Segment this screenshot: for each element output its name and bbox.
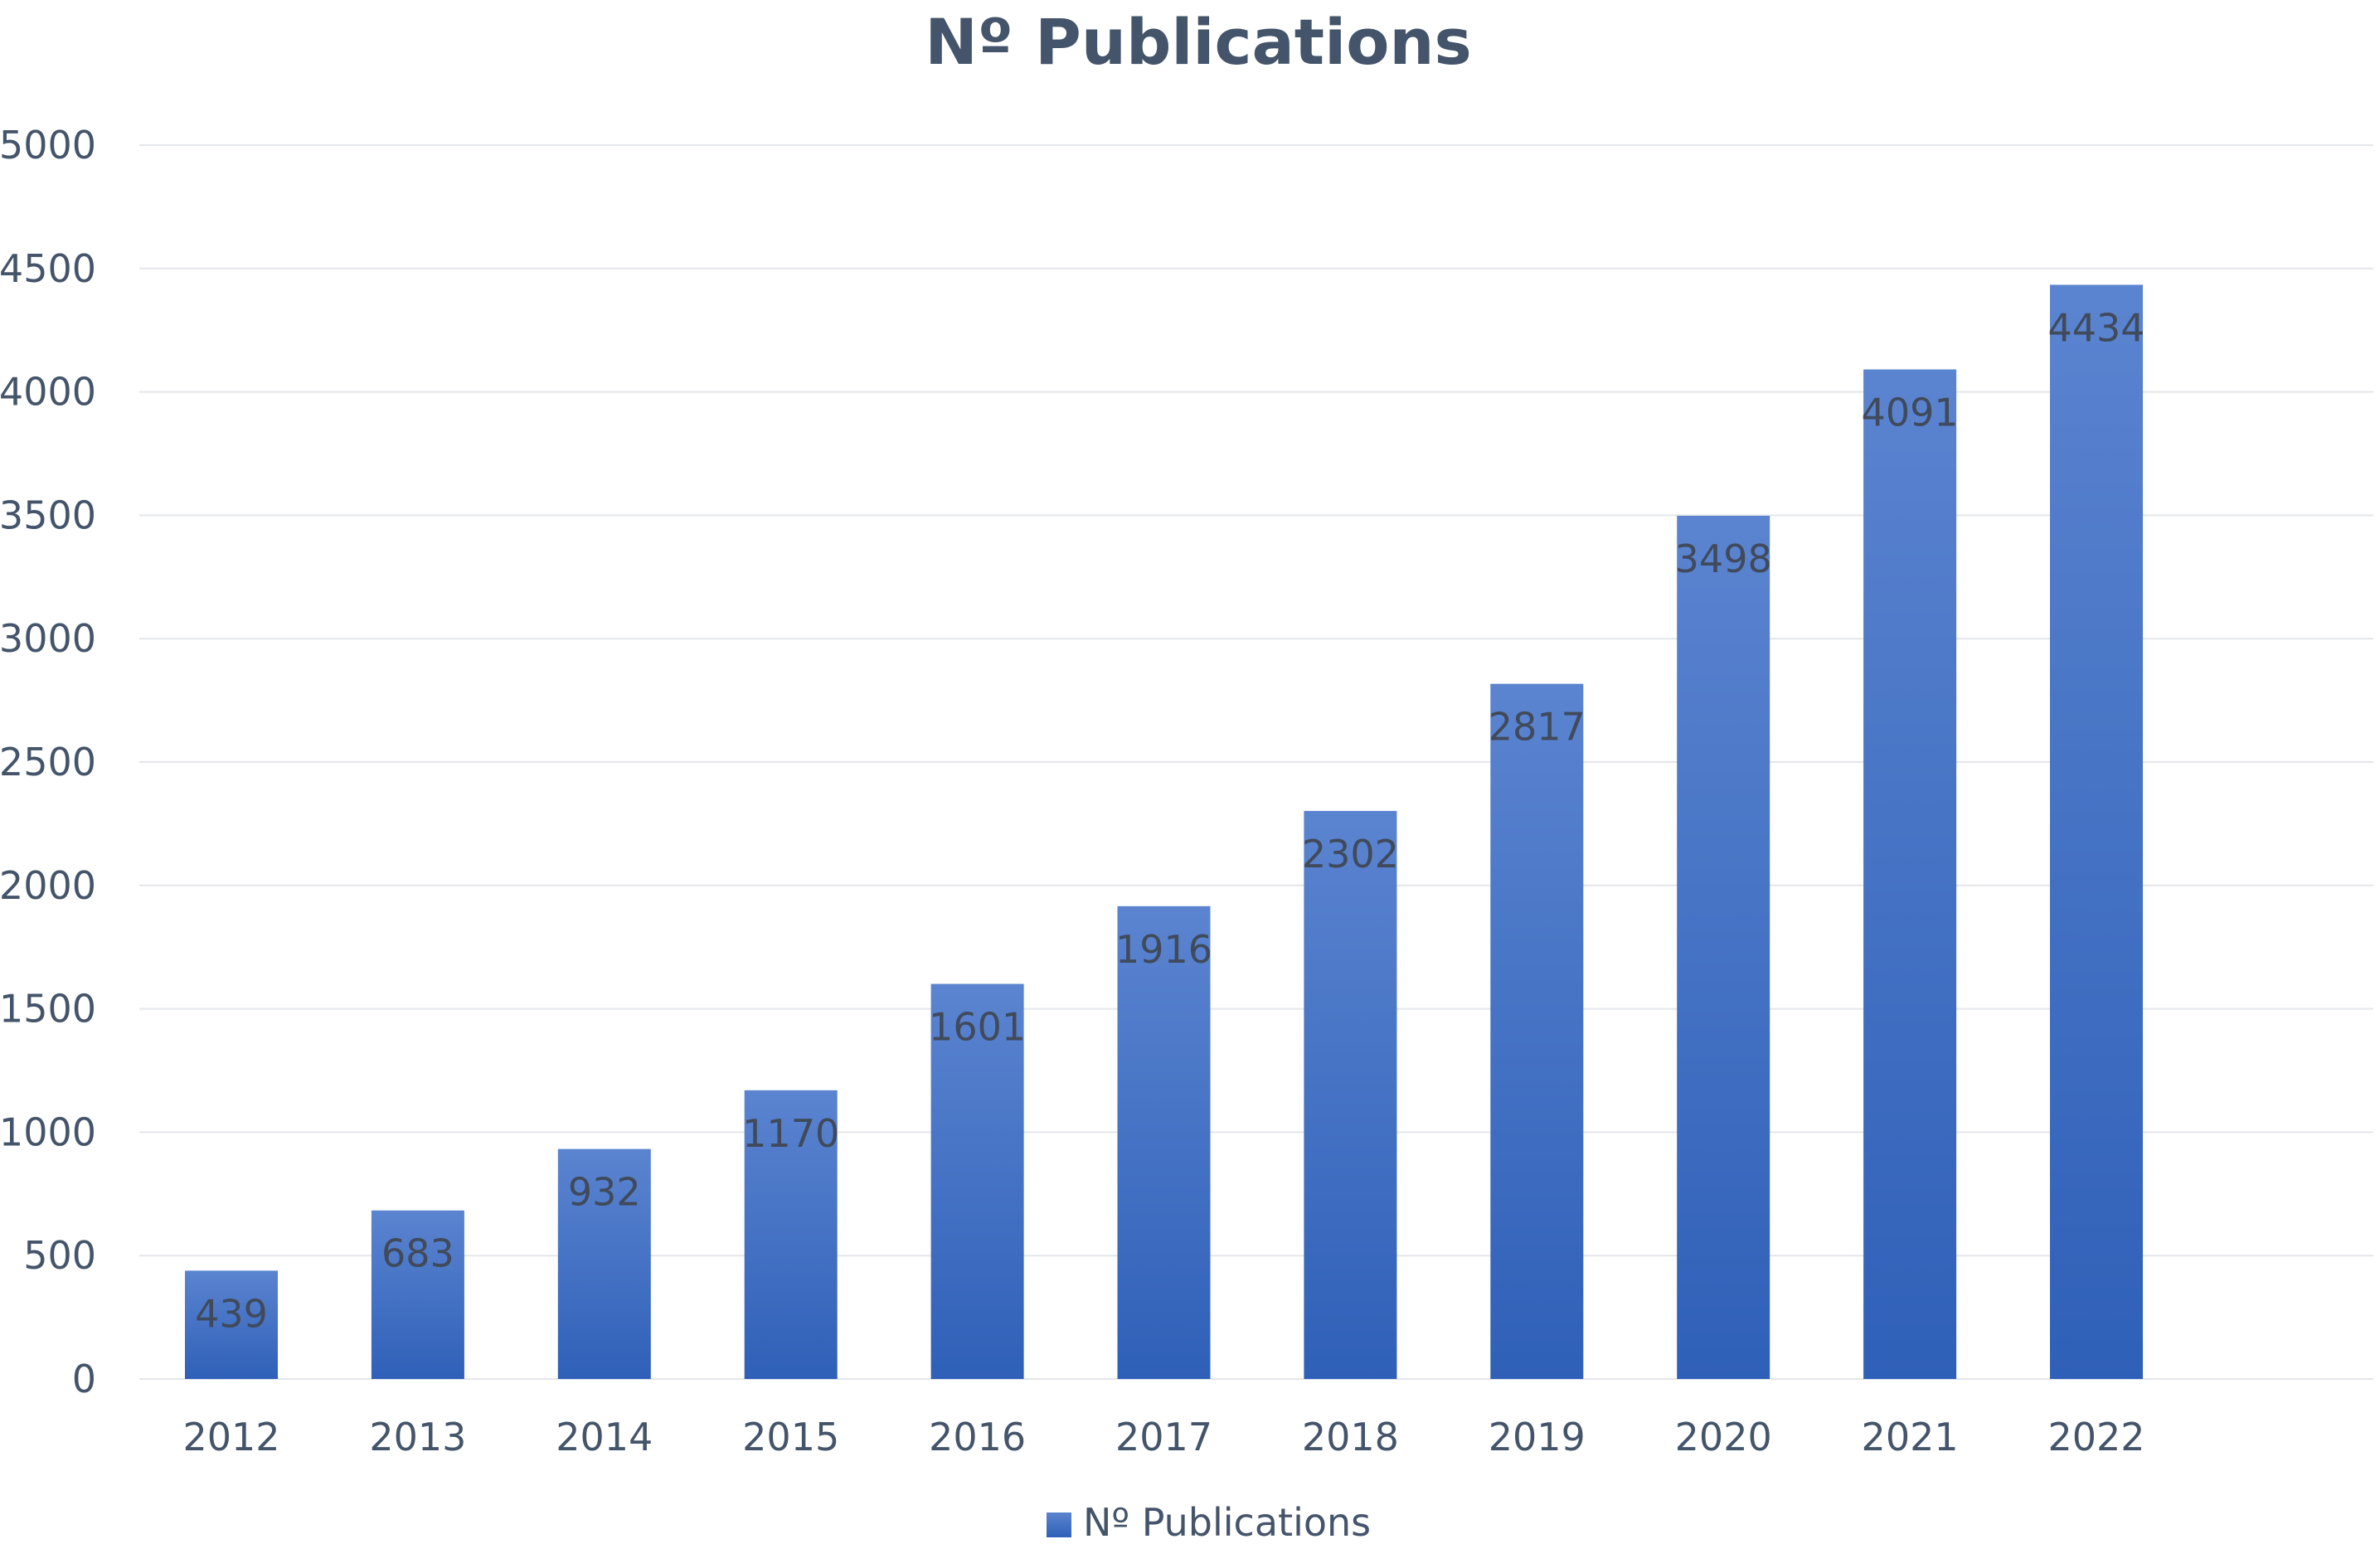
x-tick-label: 2012 (182, 1415, 279, 1459)
data-label-2020: 3498 (1675, 537, 1772, 581)
x-axis: 2012 2013 2014 2015 2016 2017 2018 2019 2020 2021… (182, 1415, 2144, 1459)
x-tick-label: 2021 (1862, 1415, 1959, 1459)
bar-2021 (1863, 369, 1957, 1379)
data-label-2018: 2302 (1302, 832, 1399, 876)
bars (185, 284, 2143, 1380)
y-tick-label: 1000 (0, 1109, 96, 1154)
data-label-2012: 439 (195, 1291, 268, 1336)
x-tick-label: 2016 (929, 1415, 1026, 1459)
data-label-2014: 932 (568, 1170, 641, 1215)
x-tick-label: 2017 (1115, 1415, 1212, 1459)
y-tick-label: 4000 (0, 370, 96, 415)
x-tick-label: 2015 (742, 1415, 839, 1459)
x-tick-label: 2022 (2047, 1415, 2144, 1459)
data-label-2017: 1916 (1115, 927, 1212, 972)
y-tick-label: 5000 (0, 123, 96, 168)
y-tick-label: 500 (23, 1233, 96, 1278)
x-tick-label: 2013 (369, 1415, 466, 1459)
data-labels: 439 683 932 1170 1601 1916 2302 2817 3498 4091 443… (195, 305, 2144, 1336)
bar-2018 (1304, 810, 1397, 1379)
data-label-2015: 1170 (742, 1111, 839, 1156)
data-label-2016: 1601 (929, 1005, 1026, 1050)
bar-2012 (185, 1270, 278, 1379)
y-tick-label: 0 (72, 1357, 96, 1401)
legend: Nº Publications (1047, 1500, 1371, 1544)
y-tick-label: 3000 (0, 616, 96, 661)
x-tick-label: 2014 (556, 1415, 653, 1459)
y-tick-label: 2500 (0, 740, 96, 784)
legend-label: Nº Publications (1083, 1500, 1371, 1544)
bar-2014 (557, 1148, 651, 1379)
bar-2016 (930, 983, 1024, 1379)
legend-swatch (1047, 1512, 1071, 1537)
data-label-2022: 4434 (2047, 305, 2144, 350)
y-tick-label: 3500 (0, 493, 96, 537)
bar-2015 (744, 1090, 838, 1379)
x-tick-label: 2020 (1675, 1415, 1772, 1459)
y-axis: 0 500 1000 1500 2000 2500 3000 3500 4000 4500 5000 (0, 123, 96, 1401)
data-label-2021: 4091 (1862, 391, 1959, 435)
y-tick-label: 2000 (0, 863, 96, 908)
bar-2020 (1677, 515, 1770, 1380)
data-label-2013: 683 (381, 1231, 454, 1276)
bar-2022 (2050, 284, 2143, 1379)
data-label-2019: 2817 (1489, 705, 1586, 750)
bar-2017 (1117, 906, 1211, 1379)
y-tick-label: 4500 (0, 246, 96, 291)
x-tick-label: 2019 (1489, 1415, 1586, 1459)
y-tick-label: 1500 (0, 987, 96, 1032)
x-tick-label: 2018 (1302, 1415, 1399, 1459)
bar-2019 (1490, 683, 1584, 1379)
gridlines (139, 144, 2373, 1380)
bar-2013 (371, 1210, 464, 1379)
chart-title: Nº Publications (925, 5, 1472, 79)
